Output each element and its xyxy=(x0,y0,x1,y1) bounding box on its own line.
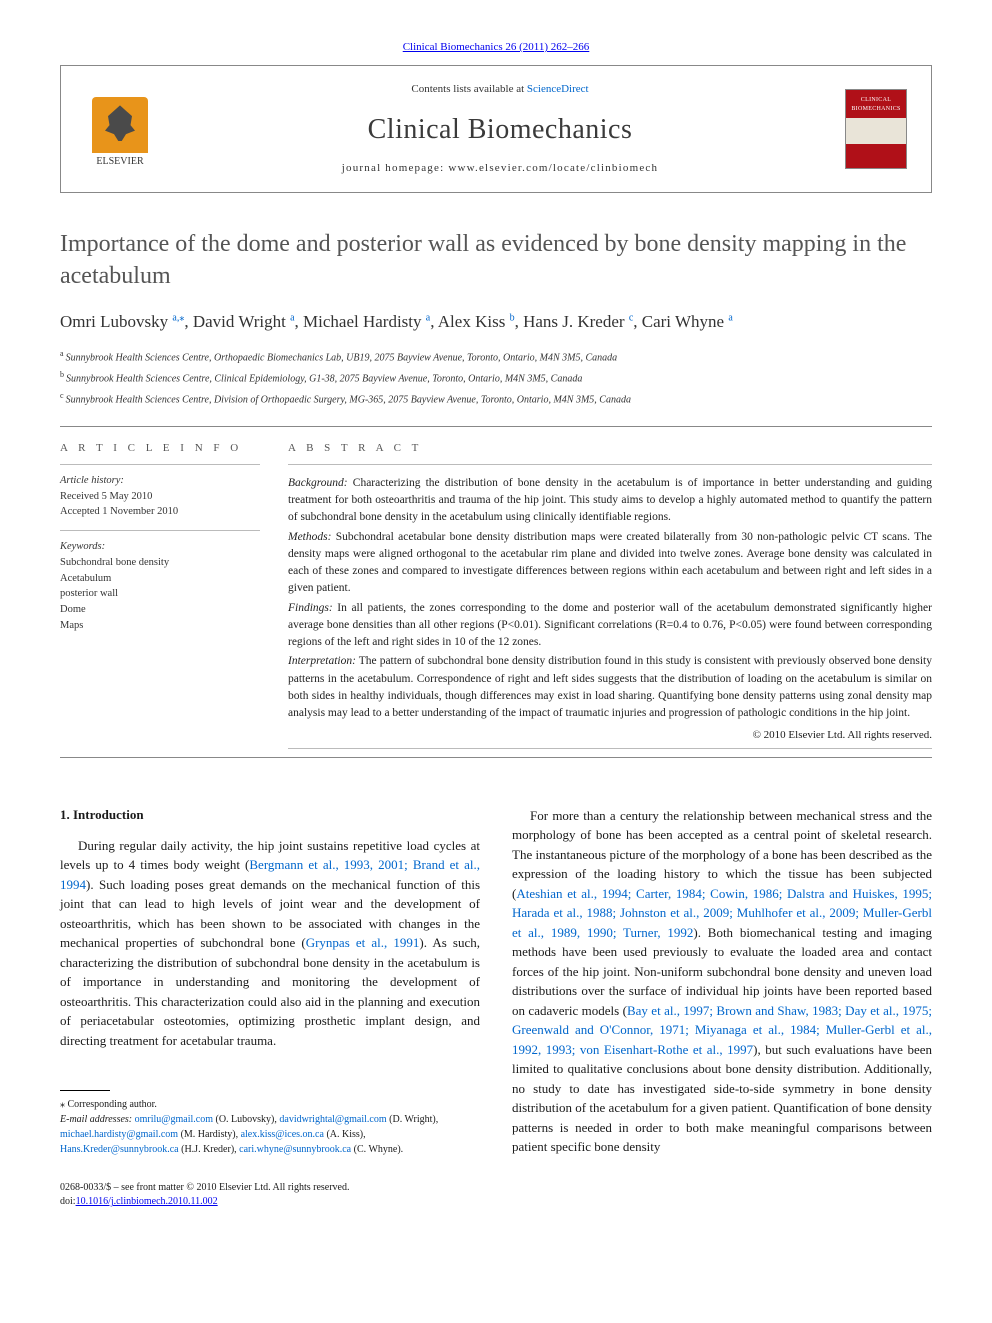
sciencedirect-link[interactable]: ScienceDirect xyxy=(527,83,589,95)
author: David Wright a xyxy=(193,312,295,331)
abstract-column: A B S T R A C T Background: Characterizi… xyxy=(288,441,932,749)
copyright: © 2010 Elsevier Ltd. All rights reserved… xyxy=(288,728,932,743)
email-link[interactable]: Hans.Kreder@sunnybrook.ca xyxy=(60,1144,179,1155)
journal-ref-link[interactable]: Clinical Biomechanics 26 (2011) 262–266 xyxy=(403,41,590,53)
history-label: Article history: xyxy=(60,475,124,486)
author-affil-mark[interactable]: a xyxy=(426,312,430,323)
article-info-heading: A R T I C L E I N F O xyxy=(60,441,260,456)
abs-background-label: Background: xyxy=(288,477,348,489)
journal-reference: Clinical Biomechanics 26 (2011) 262–266 xyxy=(60,40,932,55)
author: Omri Lubovsky a,⁎ xyxy=(60,312,184,331)
email-link[interactable]: alex.kiss@ices.on.ca xyxy=(241,1129,324,1140)
abs-background: Characterizing the distribution of bone … xyxy=(288,477,932,524)
homepage-url: www.elsevier.com/locate/clinbiomech xyxy=(448,162,658,174)
contents-prefix: Contents lists available at xyxy=(411,83,526,95)
received-date: Received 5 May 2010 xyxy=(60,491,152,502)
article-info-column: A R T I C L E I N F O Article history: R… xyxy=(60,441,260,749)
abstract-heading: A B S T R A C T xyxy=(288,441,932,456)
info-rule-1 xyxy=(60,464,260,465)
intro-text: During regular daily activity, the hip j… xyxy=(60,836,480,1051)
author-list: Omri Lubovsky a,⁎, David Wright a, Micha… xyxy=(60,310,932,334)
front-matter: 0268-0033/$ – see front matter © 2010 El… xyxy=(60,1181,480,1195)
doi-link[interactable]: 10.1016/j.clinbiomech.2010.11.002 xyxy=(76,1196,218,1207)
abs-interpretation: The pattern of subchondral bone density … xyxy=(288,655,932,719)
abstract-text: Background: Characterizing the distribut… xyxy=(288,475,932,723)
author-affil-mark[interactable]: a,⁎ xyxy=(172,312,184,323)
email-addresses: E-mail addresses: omrilu@gmail.com (O. L… xyxy=(60,1112,480,1157)
keywords-label: Keywords: xyxy=(60,541,105,552)
email-link[interactable]: michael.hardisty@gmail.com xyxy=(60,1129,178,1140)
p2-text: ), but such evaluations have been limite… xyxy=(512,1042,932,1155)
journal-cover-thumb: CLINICALBIOMECHANICS xyxy=(845,89,907,169)
keyword: Maps xyxy=(60,620,83,631)
info-bottom-rule xyxy=(60,757,932,758)
citation-link[interactable]: Grynpas et al., 1991 xyxy=(306,935,420,950)
author-affil-mark[interactable]: b xyxy=(510,312,515,323)
affiliation: c Sunnybrook Health Sciences Centre, Div… xyxy=(60,390,932,407)
journal-homepage: journal homepage: www.elsevier.com/locat… xyxy=(175,161,825,176)
author-affil-mark[interactable]: a xyxy=(728,312,732,323)
author-affil-mark[interactable]: c xyxy=(629,312,633,323)
keyword: posterior wall xyxy=(60,588,118,599)
footnote-separator xyxy=(60,1090,110,1091)
header-rule xyxy=(60,426,932,427)
article-title: Importance of the dome and posterior wal… xyxy=(60,229,932,291)
doi-prefix: doi: xyxy=(60,1196,76,1207)
intro-text-right: For more than a century the relationship… xyxy=(512,806,932,1157)
keyword: Acetabulum xyxy=(60,573,111,584)
elsevier-tree-icon xyxy=(92,97,148,153)
corresponding-author: ⁎ Corresponding author. xyxy=(60,1097,480,1112)
thumb-label: CLINICALBIOMECHANICS xyxy=(846,96,906,113)
email-link[interactable]: cari.whyne@sunnybrook.ca xyxy=(239,1144,351,1155)
journal-header-box: ELSEVIER Contents lists available at Sci… xyxy=(60,65,932,193)
info-rule-2 xyxy=(60,530,260,531)
keyword: Subchondral bone density xyxy=(60,557,169,568)
thumb-band xyxy=(846,118,906,144)
info-abstract-row: A R T I C L E I N F O Article history: R… xyxy=(60,441,932,749)
keywords-block: Keywords: Subchondral bone density Aceta… xyxy=(60,539,260,634)
author: Hans J. Kreder c xyxy=(523,312,633,331)
abs-interpretation-label: Interpretation: xyxy=(288,655,356,667)
article-history: Article history: Received 5 May 2010 Acc… xyxy=(60,473,260,520)
abs-methods: Subchondral acetabular bone density dist… xyxy=(288,531,932,595)
elsevier-label: ELSEVIER xyxy=(96,155,143,169)
abs-findings: In all patients, the zones corresponding… xyxy=(288,602,932,649)
intro-heading: 1. Introduction xyxy=(60,806,480,824)
email-link[interactable]: omrilu@gmail.com xyxy=(135,1114,213,1125)
p1-text: ). As such, characterizing the distribut… xyxy=(60,935,480,1048)
footer-info: 0268-0033/$ – see front matter © 2010 El… xyxy=(60,1181,480,1209)
affiliation: b Sunnybrook Health Sciences Centre, Cli… xyxy=(60,369,932,386)
abstract-rule xyxy=(288,464,932,465)
body-left-col: 1. Introduction During regular daily act… xyxy=(60,806,480,1210)
author: Alex Kiss b xyxy=(438,312,515,331)
affiliation: a Sunnybrook Health Sciences Centre, Ort… xyxy=(60,348,932,365)
body-two-columns: 1. Introduction During regular daily act… xyxy=(60,806,932,1210)
email-link[interactable]: davidwrightal@gmail.com xyxy=(279,1114,386,1125)
contents-line: Contents lists available at ScienceDirec… xyxy=(175,82,825,97)
header-center: Contents lists available at ScienceDirec… xyxy=(155,82,845,176)
abs-methods-label: Methods: xyxy=(288,531,331,543)
abstract-bottom-rule xyxy=(288,748,932,749)
author-affil-mark[interactable]: a xyxy=(290,312,294,323)
body-right-col: For more than a century the relationship… xyxy=(512,806,932,1210)
homepage-prefix: journal homepage: xyxy=(342,162,449,174)
elsevier-logo: ELSEVIER xyxy=(85,89,155,169)
journal-title: Clinical Biomechanics xyxy=(175,110,825,149)
author: Cari Whyne a xyxy=(642,312,733,331)
accepted-date: Accepted 1 November 2010 xyxy=(60,506,178,517)
keyword: Dome xyxy=(60,604,86,615)
author: Michael Hardisty a xyxy=(303,312,430,331)
footnotes: ⁎ Corresponding author. E-mail addresses… xyxy=(60,1097,480,1157)
email-label: E-mail addresses: xyxy=(60,1114,132,1125)
abs-findings-label: Findings: xyxy=(288,602,333,614)
